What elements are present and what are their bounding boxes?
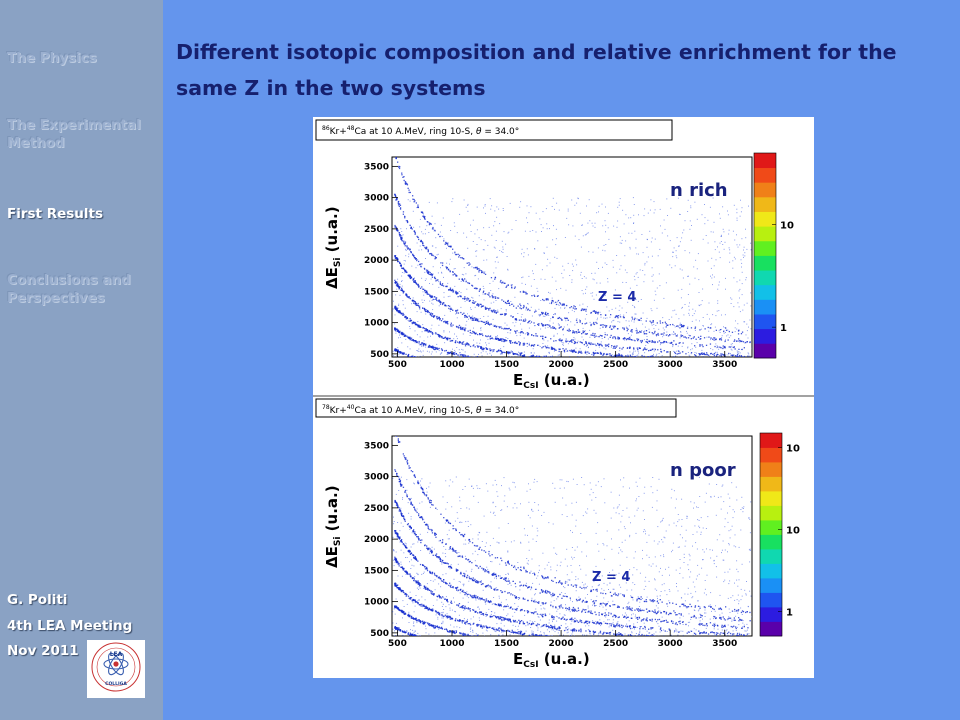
y-tick-label: 1500 bbox=[364, 566, 389, 576]
y-tick-label: 3000 bbox=[364, 473, 389, 483]
histogram-title-frame bbox=[315, 119, 673, 141]
colorbar-segment bbox=[760, 578, 782, 593]
colorbar-segment bbox=[754, 255, 776, 271]
sidebar-item-first-results[interactable]: First Results bbox=[7, 206, 104, 222]
colorbar-segment bbox=[754, 167, 776, 183]
y-tick-label: 3500 bbox=[364, 441, 389, 451]
colorbar-segment bbox=[760, 505, 782, 521]
x-tick-label: 2000 bbox=[549, 639, 574, 649]
footer-author: G. Politi bbox=[7, 592, 68, 608]
page-title: Different isotopic composition and relat… bbox=[176, 40, 897, 100]
colorbar-frame bbox=[759, 432, 783, 637]
plot-area bbox=[391, 435, 753, 637]
colorbar-segment bbox=[760, 520, 782, 535]
colorbar-frame bbox=[753, 152, 777, 359]
x-tick-label: 2000 bbox=[549, 360, 574, 370]
y-tick-label: 1500 bbox=[364, 287, 389, 297]
histograms-svg: 86Kr+48Ca at 10 A.MeV, ring 10-S, θ = 34… bbox=[313, 119, 814, 670]
x-tick-label: 2500 bbox=[603, 360, 628, 370]
colorbar-segment bbox=[754, 299, 776, 315]
colorbar-segment bbox=[754, 153, 776, 169]
colorbar-segment bbox=[760, 491, 782, 506]
x-tick-label: 2500 bbox=[603, 639, 628, 649]
x-tick-label: 3500 bbox=[712, 639, 737, 649]
isotope-annotation: n rich bbox=[670, 180, 728, 201]
z-label: Z = 4 bbox=[598, 290, 636, 305]
histogram-title: 78Kr+40Ca at 10 A.MeV, ring 10-S, θ = 34… bbox=[322, 404, 519, 416]
colorbar-segment bbox=[760, 462, 782, 477]
y-tick-label: 3500 bbox=[364, 162, 389, 172]
y-tick-label: 500 bbox=[370, 629, 389, 639]
logo-lea-text: LEA bbox=[110, 651, 123, 658]
colorbar-segment bbox=[760, 607, 782, 622]
sidebar: The Physics The Experimental Method Firs… bbox=[0, 0, 163, 720]
colorbar-segment bbox=[754, 314, 776, 330]
colorbar-label: 10 bbox=[786, 443, 800, 454]
z-label: Z = 4 bbox=[592, 570, 630, 585]
lea-colliga-logo-icon: LEA COLLIGA bbox=[87, 640, 145, 698]
colorbar-segment bbox=[760, 563, 782, 579]
colorbar-segment bbox=[754, 284, 776, 300]
y-axis-label: ΔESi (u.a.) bbox=[323, 485, 343, 568]
colorbar-segment bbox=[754, 270, 776, 286]
colorbar-segment bbox=[760, 592, 782, 608]
x-axis-label: ECsI (u.a.) bbox=[513, 371, 590, 391]
colorbar-segment bbox=[754, 226, 776, 242]
colorbar-label: 10 bbox=[780, 221, 794, 232]
x-axis-label: ECsI (u.a.) bbox=[513, 650, 590, 670]
y-tick-label: 2500 bbox=[364, 504, 389, 514]
colorbar-segment bbox=[760, 621, 782, 637]
isotope-annotation: n poor bbox=[670, 460, 736, 481]
y-tick-label: 500 bbox=[370, 350, 389, 360]
y-tick-label: 2000 bbox=[364, 256, 389, 266]
colorbar-segment bbox=[760, 549, 782, 564]
colorbar-segment bbox=[754, 211, 776, 227]
x-tick-label: 1500 bbox=[494, 639, 519, 649]
colorbar-segment bbox=[754, 240, 776, 256]
histogram-panel-1: 86Kr+48Ca at 10 A.MeV, ring 10-S, θ = 34… bbox=[315, 119, 794, 391]
colorbar-label: 10 bbox=[786, 525, 800, 536]
colorbar-label: 1 bbox=[786, 607, 793, 618]
sidebar-item-experimental-method[interactable]: The Experimental Method bbox=[7, 117, 141, 151]
histogram-title-frame bbox=[315, 398, 677, 418]
x-tick-label: 1000 bbox=[439, 360, 464, 370]
y-tick-label: 2000 bbox=[364, 535, 389, 545]
sidebar-item-conclusions[interactable]: Conclusions and Perspectives bbox=[7, 272, 131, 306]
colorbar-segment bbox=[760, 534, 782, 550]
figure-panel: 86Kr+48Ca at 10 A.MeV, ring 10-S, θ = 34… bbox=[313, 117, 814, 678]
x-tick-label: 500 bbox=[388, 360, 407, 370]
x-tick-label: 500 bbox=[388, 639, 407, 649]
histogram-panel-2: 78Kr+40Ca at 10 A.MeV, ring 10-S, θ = 34… bbox=[315, 398, 800, 670]
x-tick-label: 1500 bbox=[494, 360, 519, 370]
colorbar-segment bbox=[754, 182, 776, 198]
y-axis-label: ΔESi (u.a.) bbox=[323, 206, 343, 289]
colorbar-segment bbox=[760, 447, 782, 463]
colorbar-segment bbox=[754, 328, 776, 344]
y-tick-label: 1000 bbox=[364, 319, 389, 329]
colorbar-segment bbox=[760, 476, 782, 492]
sidebar-item-physics[interactable]: The Physics bbox=[7, 50, 97, 66]
colorbar-label: 1 bbox=[780, 323, 787, 334]
x-tick-label: 3000 bbox=[658, 639, 683, 649]
y-tick-label: 1000 bbox=[364, 598, 389, 608]
x-tick-label: 3500 bbox=[712, 360, 737, 370]
footer-meeting: 4th LEA Meeting bbox=[7, 618, 133, 634]
colorbar-segment bbox=[754, 196, 776, 212]
logo-colliga-text: COLLIGA bbox=[105, 681, 127, 687]
x-tick-label: 1000 bbox=[439, 639, 464, 649]
scatter-points bbox=[392, 157, 752, 357]
colorbar-segment bbox=[760, 433, 782, 448]
x-tick-label: 3000 bbox=[658, 360, 683, 370]
y-tick-label: 2500 bbox=[364, 225, 389, 235]
y-tick-label: 3000 bbox=[364, 194, 389, 204]
scatter-points bbox=[392, 436, 752, 636]
histogram-title: 86Kr+48Ca at 10 A.MeV, ring 10-S, θ = 34… bbox=[322, 125, 519, 137]
colorbar-segment bbox=[754, 343, 776, 359]
footer-date: Nov 2011 bbox=[7, 643, 79, 659]
